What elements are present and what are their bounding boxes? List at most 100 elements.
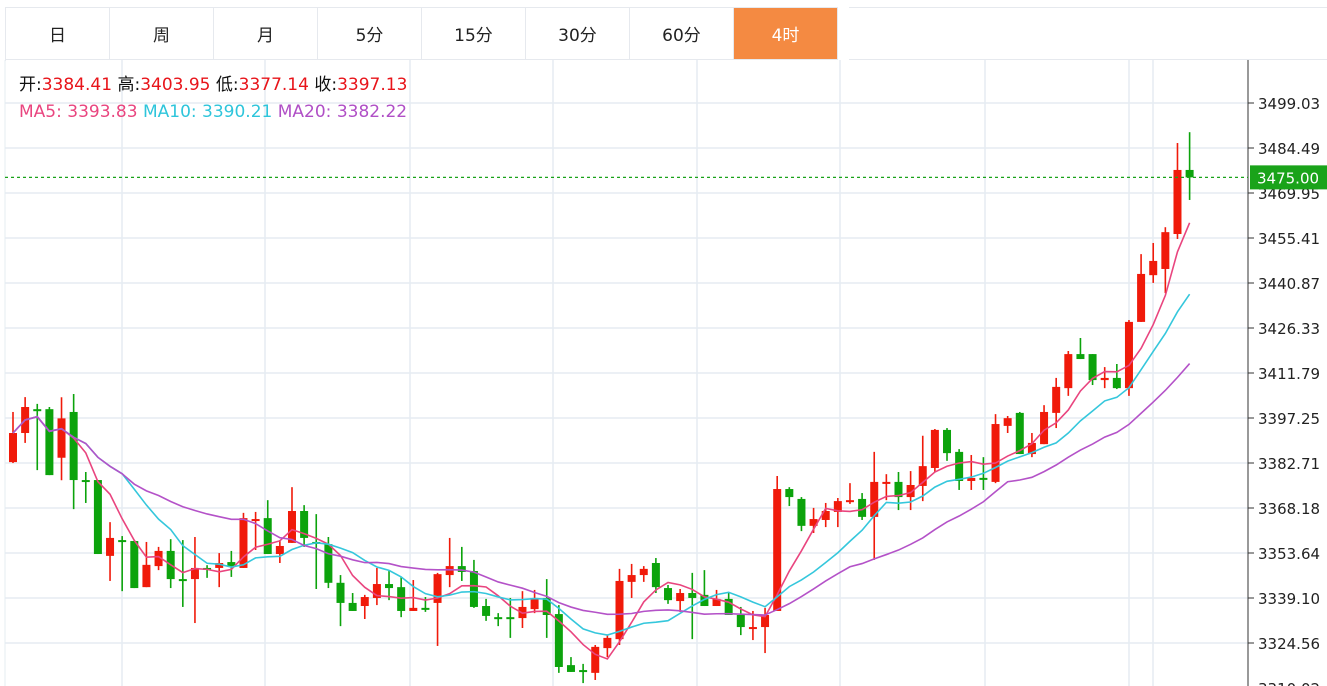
candle-body — [712, 598, 721, 607]
tab-2[interactable]: 月 — [214, 8, 318, 60]
candle-body — [1173, 169, 1182, 235]
candle-body — [1100, 377, 1109, 381]
candle-body — [1015, 412, 1024, 455]
candle-body — [457, 566, 466, 572]
y-tick-label: 3382.71 — [1258, 455, 1320, 473]
current-price-label: 3475.00 — [1257, 169, 1319, 187]
candle-body — [724, 598, 733, 615]
ma10-value: 3390.21 — [202, 102, 273, 122]
candle-body — [797, 498, 806, 526]
tab-6[interactable]: 60分 — [630, 8, 734, 60]
y-tick-label: 3353.64 — [1258, 545, 1320, 563]
candle-body — [785, 489, 794, 498]
candle-body — [955, 451, 964, 481]
y-tick-label: 3339.10 — [1258, 590, 1320, 608]
candle-body — [664, 588, 673, 601]
candle-body — [1112, 377, 1121, 389]
candle-body — [421, 607, 430, 610]
candle-body — [360, 597, 369, 607]
tab-7[interactable]: 4时 — [734, 8, 838, 60]
y-tick-label: 3440.87 — [1258, 275, 1320, 293]
candle-body — [991, 424, 1000, 482]
candle-body — [1076, 354, 1085, 360]
candle-body — [9, 433, 17, 463]
ma5-value: 3393.83 — [67, 102, 138, 122]
y-tick-label: 3426.33 — [1258, 320, 1320, 338]
ma5-label: MA5: — [19, 102, 62, 122]
tab-bar-filler — [849, 7, 1327, 60]
candle-body — [736, 614, 745, 628]
low-value: 3377.14 — [238, 75, 309, 95]
candle-body — [748, 627, 757, 630]
candle-body — [154, 550, 163, 567]
ma20-value: 3382.22 — [336, 102, 408, 122]
candle-body — [882, 481, 891, 484]
tab-4[interactable]: 15分 — [422, 8, 526, 60]
candle-body — [33, 409, 42, 412]
tab-5[interactable]: 30分 — [526, 8, 630, 60]
candle-body — [591, 646, 600, 673]
candle-body — [870, 481, 879, 517]
ma-row: MA5: 3393.83 MA10: 3390.21 MA20: 3382.22 — [19, 99, 407, 126]
candle-body — [482, 606, 491, 616]
y-tick-label: 3397.25 — [1258, 410, 1320, 428]
ma20-legend: MA20: 3382.22 — [278, 102, 407, 122]
candle-body — [688, 593, 697, 598]
candle-body — [1052, 386, 1061, 413]
candle-body — [1040, 411, 1049, 445]
low-label: 低: — [215, 75, 239, 95]
candle-body — [530, 597, 539, 610]
candle-body — [676, 593, 685, 602]
candle-body — [433, 574, 442, 603]
candle-body — [1064, 354, 1073, 389]
candle-body — [409, 607, 418, 611]
y-tick-label: 3411.79 — [1258, 365, 1320, 383]
candle-body — [69, 411, 78, 481]
candle-body — [809, 519, 818, 526]
candle-body — [1027, 442, 1036, 455]
candle-body — [1003, 418, 1012, 426]
y-tick-label: 3310.02 — [1258, 680, 1320, 686]
candle-body — [130, 541, 139, 589]
candle-body — [1124, 321, 1133, 389]
candle-body — [1149, 260, 1158, 276]
tab-1[interactable]: 周 — [110, 8, 214, 60]
candle-body — [469, 571, 478, 607]
candle-body — [906, 485, 915, 498]
candle-body — [287, 511, 296, 543]
candle-body — [239, 518, 248, 568]
candle-body — [894, 481, 903, 498]
candle-body — [263, 518, 272, 555]
candle-body — [348, 602, 357, 611]
candle-body — [1137, 273, 1146, 322]
y-tick-label: 3455.41 — [1258, 230, 1320, 248]
candle-body — [821, 511, 830, 520]
candle-body — [57, 418, 66, 458]
ohlc-row: 开:3384.41 高:3403.95 低:3377.14 收:3397.13 — [19, 72, 407, 99]
y-tick-label: 3484.49 — [1258, 140, 1320, 158]
tab-3[interactable]: 5分 — [318, 8, 422, 60]
candle-body — [761, 614, 770, 628]
candle-body — [494, 617, 503, 620]
high-label: 高: — [117, 75, 141, 95]
candle-body — [93, 480, 102, 555]
candle-body — [627, 575, 636, 582]
candle-body — [1185, 169, 1194, 178]
candle-body — [651, 562, 660, 588]
y-tick-label: 3368.18 — [1258, 500, 1320, 518]
ma5-line — [12, 222, 1191, 660]
candle-body — [979, 477, 988, 480]
candle-body — [506, 617, 515, 620]
candle-body — [639, 568, 648, 576]
candle-body — [930, 429, 939, 468]
tab-0[interactable]: 日 — [6, 8, 110, 60]
open-label: 开: — [19, 75, 42, 95]
candle-body — [385, 584, 394, 589]
candle-body — [700, 594, 709, 607]
ohlc-legend: 开:3384.41 高:3403.95 低:3377.14 收:3397.13 … — [19, 72, 407, 126]
candle-body — [227, 562, 236, 568]
ma10-label: MA10: — [142, 102, 197, 122]
open-value: 3384.41 — [41, 75, 113, 95]
candle-body — [445, 566, 454, 576]
